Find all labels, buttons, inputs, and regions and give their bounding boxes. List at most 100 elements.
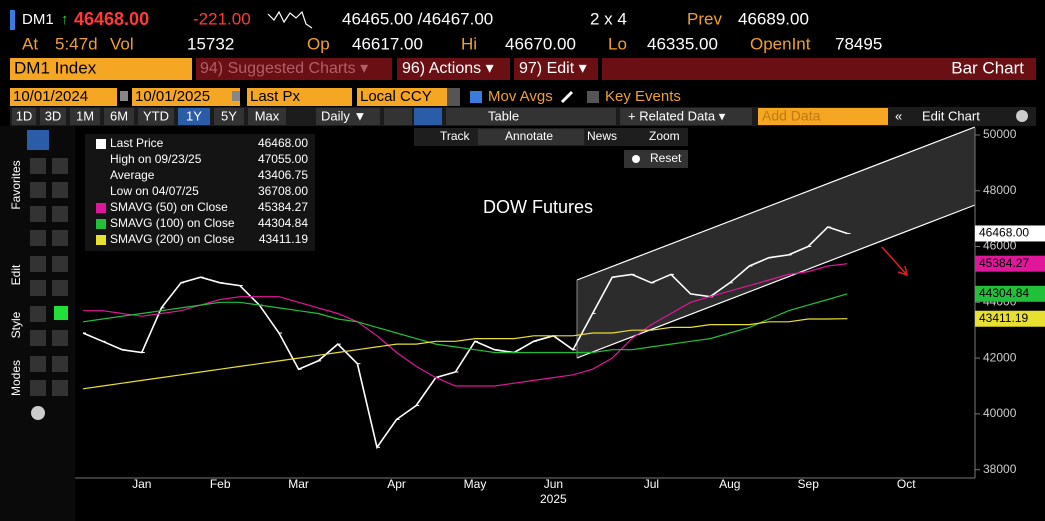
- legend-box: [85, 134, 315, 251]
- period[interactable]: 3D: [45, 108, 62, 123]
- tool[interactable]: [52, 280, 68, 296]
- side-tabs: Favorites Edit Style Modes: [9, 160, 23, 396]
- period-button[interactable]: [138, 108, 174, 125]
- collapse[interactable]: «: [895, 108, 902, 123]
- tool[interactable]: [30, 280, 46, 296]
- suggested[interactable]: 94) Suggested Charts ▾: [200, 60, 368, 77]
- security[interactable]: DM1 Index: [14, 58, 97, 77]
- checkbox[interactable]: [470, 91, 482, 103]
- menu-button[interactable]: [514, 58, 598, 80]
- end-date[interactable]: 10/01/2025: [135, 88, 210, 105]
- label: OpenInt: [750, 34, 811, 53]
- input[interactable]: [758, 108, 888, 125]
- tool[interactable]: [52, 230, 68, 246]
- tool-active[interactable]: [27, 130, 49, 150]
- frequency[interactable]: Daily ▼: [321, 108, 366, 123]
- arrow-annotation: [881, 246, 908, 276]
- side-tab[interactable]: Favorites: [9, 160, 23, 209]
- tool[interactable]: [30, 206, 46, 222]
- period[interactable]: 1D: [16, 108, 33, 123]
- x-tick-label: Jan: [132, 477, 151, 491]
- tool[interactable]: [52, 158, 68, 174]
- input[interactable]: [357, 88, 459, 106]
- side-tab[interactable]: Edit: [9, 264, 23, 285]
- legend-label: Average: [110, 168, 155, 182]
- mov-avgs[interactable]: Mov Avgs: [488, 88, 553, 105]
- tool[interactable]: [30, 158, 46, 174]
- key-events[interactable]: Key Events: [605, 88, 681, 105]
- related[interactable]: + Related Data ▾: [628, 108, 726, 123]
- tool[interactable]: [52, 356, 68, 372]
- change: -221.00: [193, 9, 251, 28]
- period-button[interactable]: [104, 108, 134, 125]
- pencil-icon[interactable]: [560, 90, 574, 104]
- channel-line: [576, 204, 976, 359]
- reset[interactable]: Reset: [650, 151, 682, 165]
- tool[interactable]: [30, 230, 46, 246]
- period[interactable]: Max: [255, 108, 280, 123]
- period-button[interactable]: [248, 108, 286, 125]
- settings-icon[interactable]: [1016, 110, 1028, 122]
- field[interactable]: Last Px: [250, 88, 301, 105]
- tool[interactable]: [52, 330, 68, 346]
- start-date[interactable]: 10/01/2024: [13, 88, 88, 105]
- tool[interactable]: [52, 256, 68, 272]
- currency[interactable]: Local CCY: [360, 88, 432, 105]
- period[interactable]: 5Y: [221, 108, 237, 123]
- period[interactable]: 1M: [76, 108, 94, 123]
- value: 46335.00: [647, 34, 718, 53]
- dropdown[interactable]: [447, 88, 460, 106]
- checkbox[interactable]: [587, 91, 599, 103]
- button[interactable]: [620, 108, 752, 125]
- news[interactable]: News: [587, 129, 617, 143]
- tool[interactable]: [52, 182, 68, 198]
- legend-label: High on 09/23/25: [110, 152, 202, 166]
- axis-tag: [975, 310, 1045, 327]
- button[interactable]: [446, 108, 616, 125]
- legend-value: 43411.19: [259, 232, 308, 246]
- side-tab[interactable]: Modes: [9, 360, 23, 396]
- tool-active[interactable]: [478, 129, 584, 145]
- table[interactable]: Table: [488, 108, 519, 123]
- color-tool[interactable]: [54, 306, 68, 320]
- y-tick-label: 38000: [983, 462, 1017, 476]
- period-button[interactable]: [214, 108, 244, 125]
- settings-icon[interactable]: [31, 406, 45, 420]
- button[interactable]: [316, 108, 380, 125]
- input[interactable]: [247, 88, 352, 106]
- tool[interactable]: [30, 256, 46, 272]
- period-button[interactable]: [70, 108, 100, 125]
- input[interactable]: [132, 88, 240, 106]
- period-button[interactable]: [40, 108, 66, 125]
- period[interactable]: YTD: [143, 108, 169, 123]
- input[interactable]: [10, 88, 117, 106]
- tool[interactable]: [52, 380, 68, 396]
- period[interactable]: 6M: [110, 108, 128, 123]
- annotate[interactable]: Annotate: [505, 129, 553, 143]
- zoom[interactable]: Zoom: [649, 129, 680, 143]
- track[interactable]: Track: [440, 129, 471, 143]
- button[interactable]: [624, 150, 688, 168]
- edit[interactable]: 97) Edit ▾: [519, 60, 587, 77]
- menu-button[interactable]: [397, 58, 510, 80]
- add-data[interactable]: Add Data: [762, 108, 821, 124]
- legend-label: SMAVG (50) on Close: [110, 200, 228, 214]
- tool[interactable]: [52, 206, 68, 222]
- actions[interactable]: 96) Actions ▾: [402, 60, 494, 77]
- tool[interactable]: [30, 356, 46, 372]
- button[interactable]: [414, 108, 442, 125]
- period-button[interactable]: [12, 108, 36, 125]
- tool[interactable]: [30, 330, 46, 346]
- button[interactable]: [384, 108, 412, 125]
- menu-button[interactable]: [196, 58, 392, 80]
- period[interactable]: 1Y: [186, 108, 202, 123]
- calendar-icon[interactable]: [232, 91, 240, 101]
- side-tab[interactable]: Style: [9, 311, 23, 338]
- period-button[interactable]: [178, 108, 210, 125]
- edit-chart[interactable]: Edit Chart: [922, 108, 980, 123]
- calendar-icon[interactable]: [120, 91, 128, 101]
- tool[interactable]: [30, 380, 46, 396]
- security-box[interactable]: [10, 58, 192, 80]
- tool[interactable]: [30, 306, 46, 322]
- tool[interactable]: [30, 182, 46, 198]
